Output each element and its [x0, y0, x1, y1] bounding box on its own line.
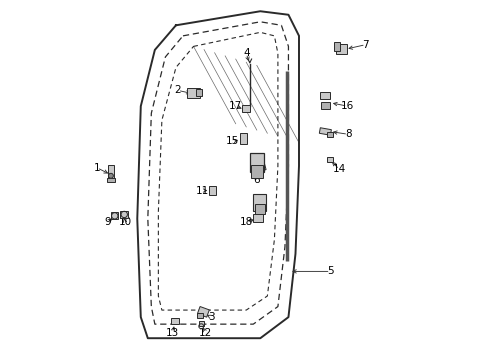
- Polygon shape: [326, 157, 332, 162]
- Text: 1: 1: [93, 163, 100, 173]
- Polygon shape: [107, 165, 114, 181]
- Text: 9: 9: [104, 217, 110, 227]
- Text: 10: 10: [118, 217, 131, 227]
- Polygon shape: [326, 132, 332, 137]
- Text: 16: 16: [340, 101, 353, 111]
- Polygon shape: [250, 165, 263, 178]
- Text: 18: 18: [239, 217, 252, 227]
- Circle shape: [108, 173, 113, 178]
- Text: 5: 5: [326, 266, 333, 276]
- Polygon shape: [239, 133, 247, 144]
- Polygon shape: [254, 203, 264, 214]
- Text: 15: 15: [225, 136, 238, 146]
- Polygon shape: [253, 214, 263, 222]
- Polygon shape: [253, 194, 265, 211]
- Text: 11: 11: [195, 185, 208, 195]
- Text: 3: 3: [207, 312, 214, 322]
- Polygon shape: [196, 89, 202, 96]
- Text: 7: 7: [362, 40, 368, 50]
- Text: 4: 4: [243, 49, 249, 58]
- Polygon shape: [255, 163, 265, 172]
- Polygon shape: [320, 92, 329, 99]
- Text: 12: 12: [199, 328, 212, 338]
- Text: 8: 8: [344, 129, 351, 139]
- Polygon shape: [199, 321, 203, 326]
- Polygon shape: [242, 105, 250, 112]
- Text: 13: 13: [165, 328, 179, 338]
- Polygon shape: [186, 87, 200, 98]
- Text: 17: 17: [228, 101, 242, 111]
- Polygon shape: [209, 186, 216, 195]
- Text: 14: 14: [332, 165, 346, 175]
- Text: 6: 6: [253, 175, 260, 185]
- Polygon shape: [197, 306, 209, 317]
- Polygon shape: [333, 42, 340, 51]
- Polygon shape: [111, 212, 118, 219]
- Polygon shape: [249, 153, 264, 172]
- Polygon shape: [320, 102, 329, 109]
- Polygon shape: [319, 128, 331, 135]
- Polygon shape: [335, 44, 346, 54]
- Polygon shape: [197, 312, 202, 318]
- Polygon shape: [106, 177, 115, 183]
- Text: 2: 2: [174, 85, 181, 95]
- Polygon shape: [171, 318, 179, 324]
- Polygon shape: [120, 211, 128, 218]
